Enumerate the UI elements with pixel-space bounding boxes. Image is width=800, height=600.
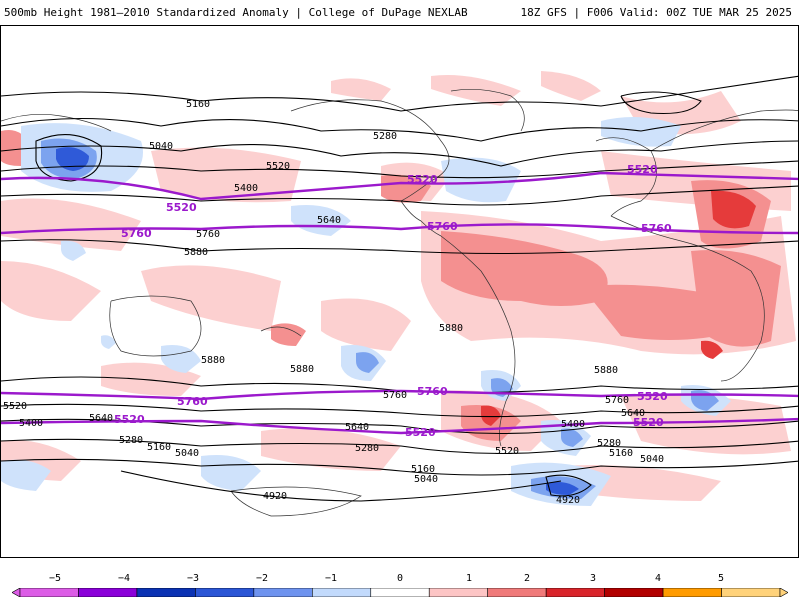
colorbar-cell bbox=[19, 588, 79, 597]
contour-label: 5400 bbox=[234, 183, 258, 194]
colorbar-strip bbox=[12, 588, 788, 597]
contour-label: 5280 bbox=[119, 435, 143, 446]
contour-label-purple: 5520 bbox=[637, 390, 668, 403]
anomaly-map[interactable]: 5160 5040 5280 5520 5400 5640 5880 5760 … bbox=[0, 25, 799, 558]
contour-label: 5280 bbox=[597, 438, 621, 449]
colorbar-cell bbox=[545, 588, 605, 597]
contour-label: 5520 bbox=[495, 446, 519, 457]
contour-label: 5400 bbox=[561, 419, 585, 430]
contour-label: 5160 bbox=[147, 442, 171, 453]
colorbar-cell bbox=[195, 588, 255, 597]
contour-label: 5880 bbox=[439, 323, 463, 334]
map-svg: 5160 5040 5280 5520 5400 5640 5880 5760 … bbox=[1, 71, 798, 517]
contour-label: 4920 bbox=[263, 491, 287, 502]
contour-label: 5160 bbox=[609, 448, 633, 459]
colorbar-cell bbox=[721, 588, 781, 597]
contour-label: 5640 bbox=[89, 413, 113, 424]
contour-label: 5280 bbox=[355, 443, 379, 454]
contour-label: 4920 bbox=[556, 495, 580, 506]
contour-label: 5040 bbox=[414, 474, 438, 485]
contour-label: 5640 bbox=[317, 215, 341, 226]
colorbar-tick-label: −3 bbox=[186, 573, 200, 584]
colorbar-tick-label: 3 bbox=[589, 573, 597, 584]
contour-labels-purple: 5520 5760 5520 5760 5520 5760 5760 5520 … bbox=[114, 163, 672, 439]
contour-label-purple: 5760 bbox=[177, 395, 208, 408]
colorbar-tick-label: 1 bbox=[465, 573, 473, 584]
contour-labels-black: 5160 5040 5280 5520 5400 5640 5880 5760 … bbox=[3, 99, 664, 506]
contour-label-purple: 5520 bbox=[114, 413, 145, 426]
colorbar-cell bbox=[487, 588, 547, 597]
colorbar-cell bbox=[136, 588, 196, 597]
colorbar-tick-label: −1 bbox=[324, 573, 338, 584]
contour-label: 5760 bbox=[196, 229, 220, 240]
contour-label-purple: 5520 bbox=[405, 426, 436, 439]
contour-label: 5040 bbox=[149, 141, 173, 152]
contour-label-purple: 5520 bbox=[633, 416, 664, 429]
colorbar-cell bbox=[253, 588, 313, 597]
contour-label-purple: 5760 bbox=[417, 385, 448, 398]
contour-label: 5040 bbox=[175, 448, 199, 459]
colorbar-cell bbox=[428, 588, 488, 597]
colorbar-tick-label: 4 bbox=[654, 573, 662, 584]
model-run-info: 18Z GFS | F006 Valid: 00Z TUE MAR 25 202… bbox=[520, 6, 792, 19]
contour-label: 5520 bbox=[3, 401, 27, 412]
map-title: 500mb Height 1981–2010 Standardized Anom… bbox=[4, 6, 468, 19]
contour-label: 5160 bbox=[186, 99, 210, 110]
colorbar: −5 −4 −3 −2 −1 0 1 2 3 4 5 bbox=[0, 570, 800, 600]
height-contours bbox=[1, 75, 798, 502]
contour-label-purple: 5520 bbox=[627, 163, 658, 176]
contour-label: 5880 bbox=[290, 364, 314, 375]
contour-label: 5760 bbox=[605, 395, 629, 406]
contour-label-purple: 5760 bbox=[641, 222, 672, 235]
negative-anomaly-strong bbox=[56, 147, 579, 495]
contour-label-purple: 5760 bbox=[427, 220, 458, 233]
colorbar-cell bbox=[662, 588, 722, 597]
contour-label: 5880 bbox=[184, 247, 208, 258]
colorbar-left-arrow bbox=[12, 588, 21, 597]
contour-label-purple: 5520 bbox=[407, 173, 438, 186]
contour-label: 5400 bbox=[19, 418, 43, 429]
contour-label-purple: 5760 bbox=[121, 227, 152, 240]
contour-label: 5040 bbox=[640, 454, 664, 465]
contour-label: 5640 bbox=[345, 422, 369, 433]
colorbar-tick-label: −5 bbox=[48, 573, 62, 584]
colorbar-cell bbox=[78, 588, 138, 597]
purple-contours bbox=[1, 171, 798, 435]
header: 500mb Height 1981–2010 Standardized Anom… bbox=[0, 0, 800, 26]
colorbar-tick-label: −2 bbox=[255, 573, 269, 584]
contour-label-purple: 5520 bbox=[166, 201, 197, 214]
contour-label: 5880 bbox=[594, 365, 618, 376]
contour-label: 5760 bbox=[383, 390, 407, 401]
contour-label: 5520 bbox=[266, 161, 290, 172]
positive-anomaly-strong bbox=[481, 190, 756, 426]
colorbar-cell bbox=[604, 588, 664, 597]
contour-label: 5640 bbox=[621, 408, 645, 419]
colorbar-cells bbox=[12, 588, 788, 597]
colorbar-tick-label: 5 bbox=[717, 573, 725, 584]
contour-label: 5280 bbox=[373, 131, 397, 142]
colorbar-cell bbox=[312, 588, 372, 597]
contour-label: 5880 bbox=[201, 355, 225, 366]
colorbar-tick-label: −4 bbox=[117, 573, 131, 584]
contour-label: 5160 bbox=[411, 464, 435, 475]
colorbar-right-arrow bbox=[779, 588, 788, 597]
colorbar-tick-label: 0 bbox=[396, 573, 404, 584]
coastlines bbox=[1, 89, 798, 517]
colorbar-cell bbox=[370, 588, 430, 597]
colorbar-tick-label: 2 bbox=[523, 573, 531, 584]
